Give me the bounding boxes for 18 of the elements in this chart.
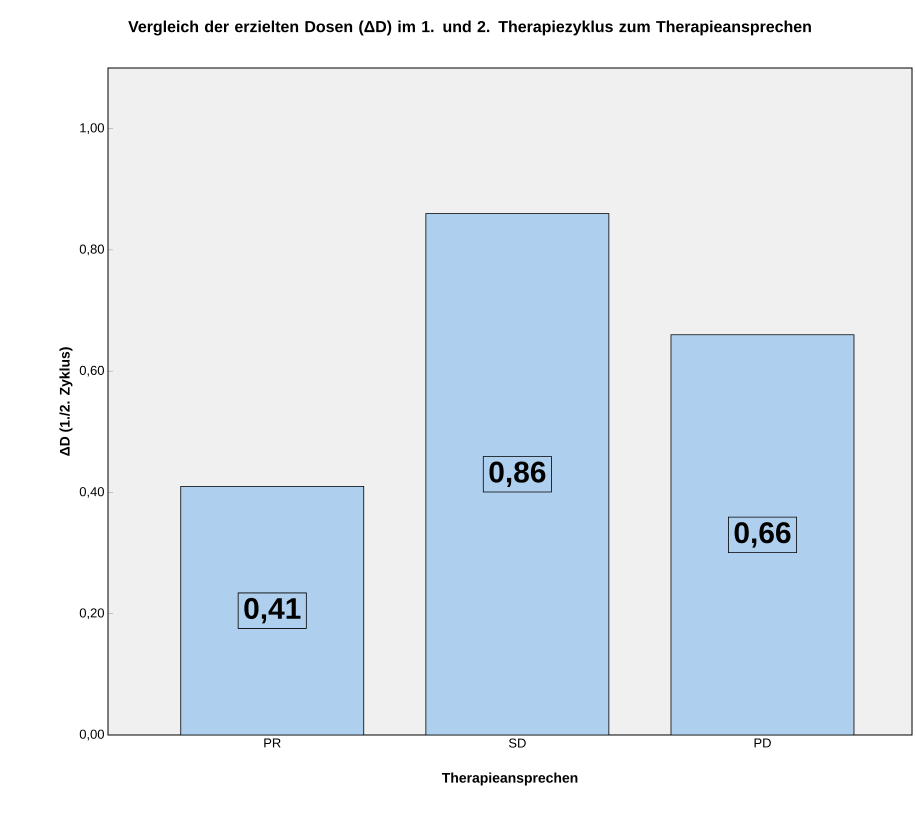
x-axis-title: Therapieansprechen — [442, 772, 578, 786]
y-tick-label: 1,00 — [80, 123, 104, 134]
data-label: 0,41 — [244, 598, 300, 624]
bar — [425, 213, 610, 735]
y-tick-label: 0,00 — [80, 730, 104, 740]
bar — [670, 334, 854, 735]
y-tick-label: 0,80 — [80, 244, 104, 256]
chart-title: Vergleich der erzielten Dosen (ΔD) im 1. und 2. Therapiezyklus zum Therapieansprechen — [128, 20, 811, 36]
data-label: 0,66 — [734, 522, 790, 548]
x-tick-label: SD — [508, 738, 526, 748]
x-tick-label: PD — [754, 738, 771, 748]
y-axis-title: ΔD (1./2. Zyklus) — [59, 347, 72, 456]
data-label: 0,86 — [489, 461, 546, 487]
y-tick-label: 0,20 — [80, 608, 104, 620]
x-tick-label: PR — [264, 738, 281, 748]
y-tick-label: 0,60 — [80, 366, 104, 377]
y-tick-label: 0,40 — [80, 487, 104, 498]
bar — [180, 486, 364, 735]
